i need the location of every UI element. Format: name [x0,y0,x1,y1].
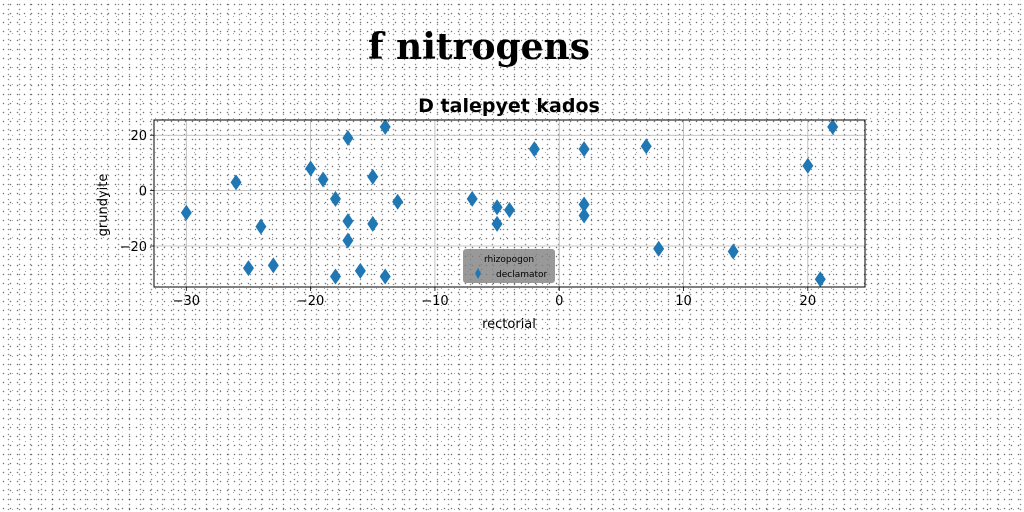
scatter-point [392,193,404,210]
scatter-point [305,160,317,177]
legend-box [463,249,555,283]
scatter-point [504,202,515,219]
scatter-point [814,271,826,288]
scatter-point [578,141,590,158]
x-tick-label: −10 [421,294,448,309]
scatter-point [578,196,590,213]
scatter-point [802,157,814,174]
y-tick-label: 0 [139,185,147,200]
x-tick-label: −20 [297,294,324,309]
scatter-point [342,232,354,249]
scatter-point [367,215,379,232]
scatter-point [827,118,839,135]
legend-entry-declamator: declamator [496,270,548,280]
y-tick-label: 20 [130,129,147,144]
scatter-point [180,204,192,221]
scatter-point [640,138,652,155]
scatter-point [379,118,391,135]
scatter-point [528,141,540,158]
y-tick-label: −20 [120,240,147,255]
axis-ticks: −30 −20 −10 0 10 20 −20 0 20 [120,129,817,309]
scatter-point [379,268,391,285]
scatter-point [342,213,354,230]
scatter-point [329,268,341,285]
scatter-point [329,190,341,207]
legend-title: rhizopogon [484,255,534,265]
scatter-point [367,168,379,185]
scatter-point [354,262,366,279]
x-axis-label: rectorial [482,317,536,332]
grid-lines [154,120,865,287]
scatter-point [267,257,279,274]
chart-title: D talepyet kados [418,95,600,117]
scatter-point [230,174,242,191]
scatter-point [255,218,267,235]
scatter-point [491,199,503,216]
scatter-point [578,207,590,224]
y-axis-label: grundyite [96,174,111,237]
x-tick-label: 20 [800,294,817,309]
scatter-point [342,130,354,147]
plot-area-frame [153,119,866,288]
figure-suptitle: f nitrogens [368,26,590,68]
data-points [180,118,839,288]
scatter-point [466,190,478,207]
legend: rhizopogon declamator [463,249,555,283]
x-tick-label: 0 [555,294,563,309]
scatter-point [317,171,329,188]
scatter-point [653,240,665,257]
x-tick-label: −30 [173,294,200,309]
scatter-point [727,243,739,260]
x-tick-label: 10 [675,294,692,309]
legend-marker-icon [475,268,481,279]
scatter-point [242,260,254,277]
scatter-point [491,215,503,232]
